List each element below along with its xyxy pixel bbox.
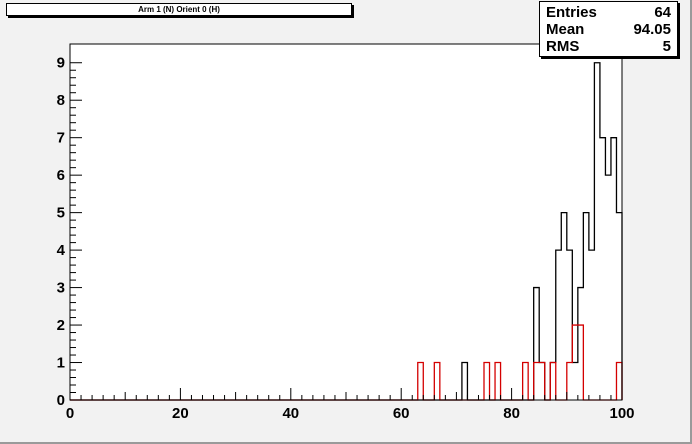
stats-row-rms: RMS 5 (546, 38, 671, 55)
y-tick-label: 6 (57, 167, 65, 184)
y-tick-label: 9 (57, 55, 65, 72)
stats-rms-label: RMS (546, 38, 580, 55)
histogram-bin-series-0 (589, 250, 595, 400)
histogram-bin-series-0 (561, 213, 567, 400)
histogram-bin-series-0 (611, 138, 617, 400)
histogram-bin-series-1 (539, 363, 545, 400)
y-tick-label: 2 (57, 317, 65, 334)
canvas-edge-right (690, 0, 692, 444)
histogram-bin-series-1 (567, 363, 573, 400)
histogram-bin-series-1 (550, 363, 556, 400)
histogram-bin-series-1 (578, 325, 584, 400)
histogram-bin-series-0 (605, 175, 611, 400)
histogram-bin-series-1 (495, 363, 501, 400)
histogram-bin-series-1 (616, 363, 622, 400)
histogram-bin-series-0 (583, 213, 589, 400)
stats-entries-label: Entries (546, 4, 597, 21)
y-tick-label: 4 (57, 242, 66, 259)
plot-area (70, 44, 622, 400)
stats-row-mean: Mean 94.05 (546, 21, 671, 38)
histogram-bin-series-0 (462, 363, 468, 400)
x-tick-label: 80 (503, 405, 520, 422)
y-tick-label: 3 (57, 280, 65, 297)
stats-entries-value: 64 (654, 4, 671, 21)
y-tick-label: 7 (57, 130, 65, 147)
x-tick-label: 100 (609, 405, 634, 422)
y-tick-label: 1 (57, 355, 65, 372)
stats-row-entries: Entries 64 (546, 4, 671, 21)
y-tick-label: 5 (57, 205, 65, 222)
x-tick-label: 40 (282, 405, 299, 422)
histogram-bin-series-1 (523, 363, 529, 400)
histogram-bin-series-0 (556, 250, 562, 400)
stats-mean-label: Mean (546, 21, 585, 38)
x-tick-label: 20 (172, 405, 189, 422)
histogram-bin-series-1 (418, 363, 424, 400)
histogram-bin-series-0 (594, 63, 600, 400)
histogram-bin-series-1 (484, 363, 490, 400)
histogram-bin-series-0 (600, 138, 606, 400)
histogram-bin-series-1 (572, 325, 578, 400)
x-tick-label: 0 (66, 405, 74, 422)
stats-mean-value: 94.05 (633, 21, 671, 38)
histogram-title: Arm 1 (N) Orient 0 (H) (138, 5, 220, 14)
stats-rms-value: 5 (662, 38, 671, 55)
x-tick-label: 60 (393, 405, 410, 422)
histogram-title-box: Arm 1 (N) Orient 0 (H) (6, 3, 352, 16)
y-tick-label: 8 (57, 92, 65, 109)
stats-box: Entries 64 Mean 94.05 RMS 5 (539, 1, 678, 57)
y-tick-label: 0 (57, 392, 65, 409)
histogram-bin-series-1 (534, 363, 540, 400)
canvas-edge-bottom (0, 442, 692, 444)
histogram-bin-series-1 (434, 363, 440, 400)
